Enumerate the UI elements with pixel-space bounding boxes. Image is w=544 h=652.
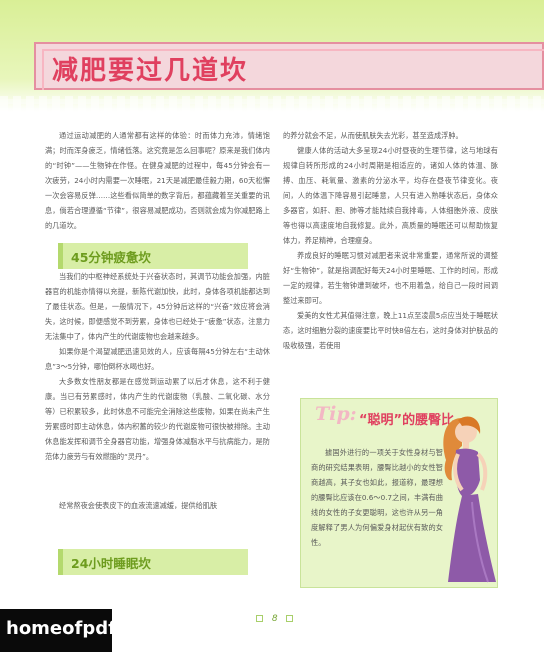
page-number-text: 8 — [271, 614, 278, 624]
pixel-decoration — [0, 96, 544, 122]
body-paragraph: 养成良好的睡眠习惯对减肥者来说非常重要，通常所说的调整好“生物钟”，就是指调配好… — [283, 251, 498, 305]
title-banner: 减肥要过几道坎 — [34, 42, 544, 90]
page-number: 8 — [250, 614, 299, 624]
tip-text: 據国外进行的一项关于女性身材与智商的研究结果表明，腰臀比越小的女性智商越高，其子… — [311, 448, 443, 547]
woman-illustration-icon — [443, 416, 496, 583]
intro-paragraph: 通过运动减肥的人通常都有这样的体验：时而体力充沛，情绪饱满；时而浑身疲乏，情绪低… — [45, 131, 270, 230]
tip-title: “聪明”的腰臀比 — [359, 413, 455, 428]
body-paragraph: 爱美的女性尤其值得注意，晚上11点至凌晨5点应当处于睡眠状态，这时细胞分裂的速度… — [283, 311, 498, 350]
section-heading-45min: 45分钟疲惫坎 — [58, 243, 248, 269]
watermark: homeofpdf.com — [0, 609, 164, 652]
body-paragraph: 经常熬夜会使表皮下的血液流速减缓，提供给肌肤 — [59, 501, 218, 510]
watermark-text: homeofpdf.com — [6, 618, 164, 639]
page-title: 减肥要过几道坎 — [52, 56, 249, 86]
square-ornament-icon — [256, 615, 263, 622]
body-paragraph: 健康人体的活动大多呈现24小时昼夜的生理节律，这与地球有规律自转所形成的24小时… — [283, 146, 498, 245]
square-ornament-icon — [286, 615, 294, 622]
right-column: 的养分就会不足，从而使肌肤失去光彩，甚至造成浮肿。 健康人体的活动大多呈现24小… — [283, 128, 498, 353]
body-paragraph: 当我们的中枢神经系统处于兴奋状态时，其调节功能会加强，内脏器官的机能亦情得以充提… — [45, 272, 270, 341]
left-column: 通过运动减肥的人通常都有这样的体验：时而体力充沛，情绪饱满；时而浑身疲乏，情绪低… — [45, 128, 270, 513]
section-heading-text: 45分钟疲惫坎 — [71, 250, 151, 265]
body-paragraph: 的养分就会不足，从而使肌肤失去光彩，甚至造成浮肿。 — [283, 131, 463, 140]
section-heading-24h: 24小时睡眠坎 — [58, 549, 248, 575]
body-paragraph: 大多数女性朋友都是在感觉到运动累了以后才休息，这不利于健康。当已有劳累感时，体内… — [45, 377, 270, 461]
body-paragraph: 如果你是个渴望减肥迅速见效的人，应该每隔45分钟左右“主动休息”3～5分钟，哪怕… — [45, 347, 270, 371]
section-heading-text: 24小时睡眠坎 — [71, 556, 151, 571]
tip-label: Tip: — [315, 403, 357, 425]
